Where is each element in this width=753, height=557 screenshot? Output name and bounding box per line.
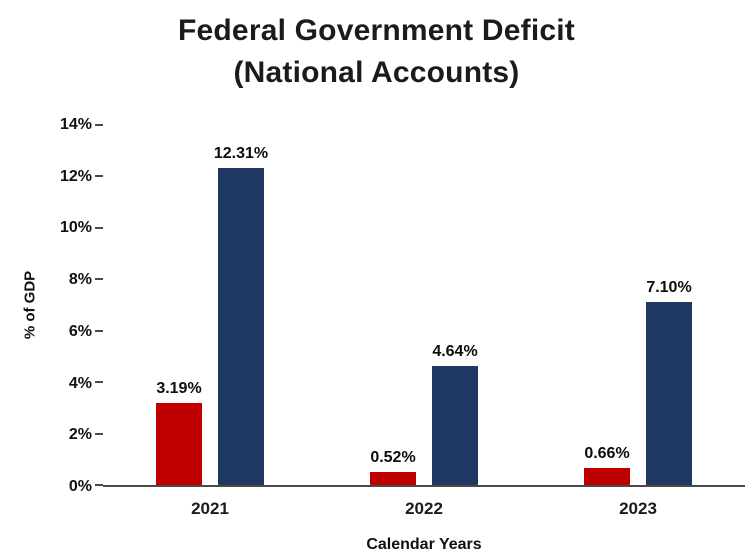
bar-red-series-2022 bbox=[370, 471, 416, 485]
bar-group-2021: 3.19% 12.31% 2021 bbox=[156, 125, 268, 518]
bar-value-label-red-series-2021: 3.19% bbox=[156, 379, 202, 397]
y-tick-mark-4 bbox=[95, 381, 103, 384]
bar-wrap-navy-series-2023: 7.10% bbox=[646, 279, 692, 485]
y-tick-mark-0 bbox=[95, 484, 103, 486]
x-axis-title: Calendar Years bbox=[366, 536, 482, 553]
bar-navy-series-2023 bbox=[646, 302, 692, 485]
y-axis: 0% 2% 4% 6% 8% 10% 12% 14% bbox=[0, 116, 92, 495]
y-tick-label-8: 8% bbox=[68, 271, 92, 289]
bar-navy-series-2021 bbox=[218, 168, 264, 485]
bar-wrap-navy-series-2022: 4.64% bbox=[432, 343, 478, 485]
plot-area: 3.19% 12.31% 2021 0.52% 4.64% 2022 0.66% 7.10% 2… bbox=[95, 124, 745, 518]
y-tick-label-6: 6% bbox=[68, 322, 92, 340]
y-tick-label-2: 2% bbox=[68, 426, 92, 444]
bar-wrap-navy-series-2021: 12.31% bbox=[214, 145, 268, 485]
y-tick-label-14: 14% bbox=[59, 116, 92, 133]
bar-group-2023: 0.66% 7.10% 2023 bbox=[584, 125, 692, 518]
chart-title: Federal Government Deficit (National Acc… bbox=[0, 10, 753, 94]
y-tick-mark-6 bbox=[95, 329, 103, 332]
y-tick-label-12: 12% bbox=[59, 167, 92, 185]
y-tick-mark-2 bbox=[95, 432, 103, 435]
y-tick-mark-10 bbox=[95, 226, 103, 229]
y-tick-label-4: 4% bbox=[68, 374, 92, 392]
chart-title-line2: (National Accounts) bbox=[233, 56, 520, 89]
y-tick-label-0: 0% bbox=[68, 478, 92, 495]
y-tick-label-10: 10% bbox=[59, 219, 92, 237]
y-tick-mark-14 bbox=[95, 124, 103, 126]
x-tick-label-2021: 2021 bbox=[191, 499, 229, 518]
x-tick-label-2022: 2022 bbox=[405, 499, 443, 518]
bar-group-2022: 0.52% 4.64% 2022 bbox=[370, 125, 478, 518]
x-tick-label-2023: 2023 bbox=[619, 499, 657, 518]
bar-wrap-red-series-2021: 3.19% bbox=[156, 380, 202, 485]
bar-value-label-red-series-2023: 0.66% bbox=[584, 445, 630, 463]
chart-title-line1: Federal Government Deficit bbox=[178, 14, 575, 47]
bar-navy-series-2022 bbox=[432, 365, 478, 485]
bar-value-label-navy-series-2023: 7.10% bbox=[646, 279, 692, 297]
bar-value-label-navy-series-2022: 4.64% bbox=[432, 342, 478, 360]
bar-value-label-red-series-2022: 0.52% bbox=[370, 448, 416, 466]
bar-wrap-red-series-2022: 0.52% bbox=[370, 449, 416, 485]
bar-red-series-2023 bbox=[584, 468, 630, 485]
bar-value-label-navy-series-2021: 12.31% bbox=[213, 145, 269, 163]
y-tick-mark-8 bbox=[95, 278, 103, 281]
y-tick-mark-12 bbox=[95, 175, 103, 178]
bar-wrap-red-series-2023: 0.66% bbox=[584, 445, 630, 485]
bar-red-series-2021 bbox=[156, 402, 202, 485]
